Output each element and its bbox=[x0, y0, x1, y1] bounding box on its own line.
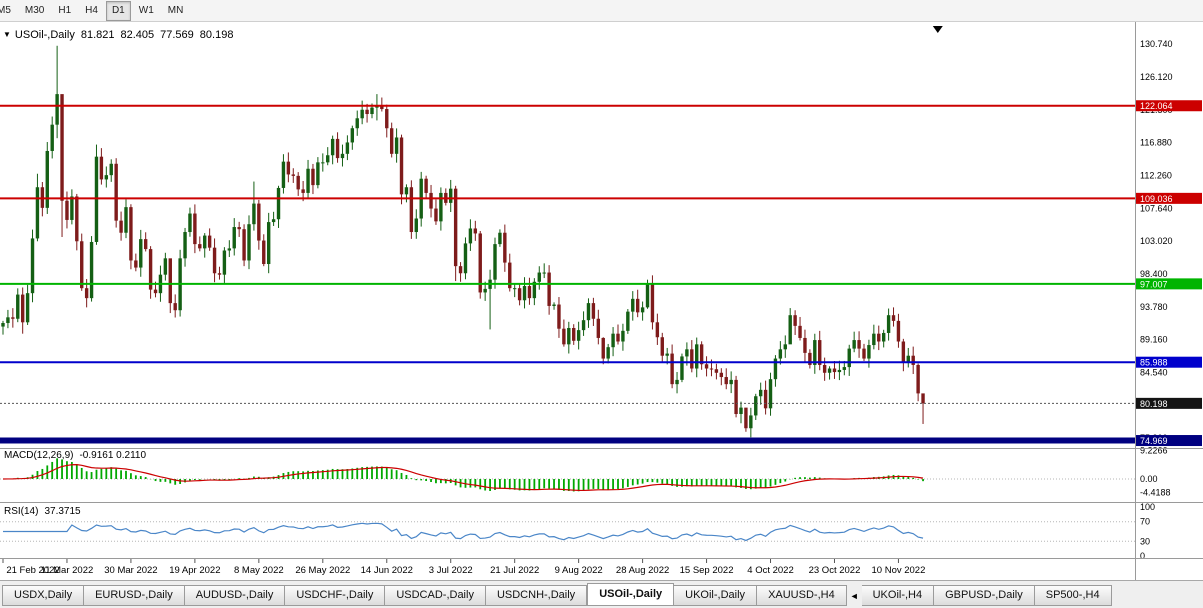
candles bbox=[1, 45, 925, 438]
svg-text:97.007: 97.007 bbox=[1140, 279, 1168, 289]
svg-text:84.540: 84.540 bbox=[1140, 367, 1168, 377]
price-badge-85.988: 85.988 bbox=[1136, 356, 1202, 368]
tab-gbpusd-daily[interactable]: GBPUSD-,Daily bbox=[934, 585, 1035, 606]
svg-text:10 Nov 2022: 10 Nov 2022 bbox=[872, 565, 926, 576]
tab-xauusd-h4[interactable]: XAUUSD-,H4 bbox=[757, 585, 847, 606]
timeframe-button-d1[interactable]: D1 bbox=[105, 0, 131, 21]
timeframe-toolbar: M5 M30 H1 H4 D1 W1 MN bbox=[0, 0, 1203, 22]
tab-usoil-daily[interactable]: USOil-,Daily bbox=[587, 583, 675, 606]
timeframe-button-m30[interactable]: M30 bbox=[24, 4, 45, 16]
svg-text:100: 100 bbox=[1140, 502, 1155, 512]
timeframe-button-h4[interactable]: H4 bbox=[85, 4, 98, 16]
chart-canvas[interactable]: 75.30079.92084.54089.16093.78098.400103.… bbox=[0, 22, 1203, 580]
svg-text:122.064: 122.064 bbox=[1140, 101, 1173, 111]
svg-text:0: 0 bbox=[1140, 551, 1145, 561]
svg-text:11 Mar 2022: 11 Mar 2022 bbox=[41, 565, 94, 576]
tab-usdchf-daily[interactable]: USDCHF-,Daily bbox=[285, 585, 386, 606]
svg-text:93.780: 93.780 bbox=[1140, 302, 1168, 312]
svg-text:107.640: 107.640 bbox=[1140, 203, 1173, 213]
tab-audusd-daily[interactable]: AUDUSD-,Daily bbox=[184, 585, 286, 606]
tab-ukoil-h4[interactable]: UKOil-,H4 bbox=[861, 585, 935, 606]
svg-text:4 Oct 2022: 4 Oct 2022 bbox=[747, 565, 793, 576]
tab-usdcnh-daily[interactable]: USDCNH-,Daily bbox=[485, 585, 588, 606]
svg-text:30 Mar 2022: 30 Mar 2022 bbox=[104, 565, 157, 576]
timeframe-button-w1[interactable]: W1 bbox=[138, 4, 154, 16]
price-badge-122.064: 122.064 bbox=[1136, 100, 1202, 112]
svg-text:23 Oct 2022: 23 Oct 2022 bbox=[809, 565, 861, 576]
bid-price-badge: 80.198 bbox=[1136, 397, 1202, 409]
timeframe-button-h1[interactable]: H1 bbox=[58, 4, 72, 16]
svg-text:-4.4188: -4.4188 bbox=[1140, 488, 1171, 498]
svg-text:8 May 2022: 8 May 2022 bbox=[234, 565, 284, 576]
svg-text:126.120: 126.120 bbox=[1140, 72, 1173, 82]
timeframe-button-mn[interactable]: MN bbox=[167, 4, 184, 16]
svg-text:14 Jun 2022: 14 Jun 2022 bbox=[361, 565, 413, 576]
svg-text:0.00: 0.00 bbox=[1140, 474, 1158, 484]
svg-text:30: 30 bbox=[1140, 536, 1150, 546]
svg-text:15 Sep 2022: 15 Sep 2022 bbox=[680, 565, 734, 576]
macd-pane bbox=[0, 458, 1135, 492]
svg-text:28 Aug 2022: 28 Aug 2022 bbox=[616, 565, 669, 576]
svg-text:130.740: 130.740 bbox=[1140, 39, 1173, 49]
rsi-line bbox=[3, 522, 924, 542]
svg-text:9.2266: 9.2266 bbox=[1140, 445, 1168, 455]
svg-text:21 Jul 2022: 21 Jul 2022 bbox=[490, 565, 539, 576]
svg-text:80.198: 80.198 bbox=[1140, 399, 1168, 409]
timeframe-button-m5[interactable]: M5 bbox=[0, 4, 11, 16]
timeframe-buttons: M5 M30 H1 H4 D1 W1 MN bbox=[0, 0, 190, 21]
svg-text:26 May 2022: 26 May 2022 bbox=[295, 565, 350, 576]
price-pane bbox=[0, 45, 1135, 444]
macd-signal-line bbox=[2, 464, 924, 492]
tab-eurusd-daily[interactable]: EURUSD-,Daily bbox=[84, 585, 185, 606]
svg-text:9 Aug 2022: 9 Aug 2022 bbox=[555, 565, 603, 576]
svg-text:89.160: 89.160 bbox=[1140, 335, 1168, 345]
tab-usdx-daily[interactable]: USDX,Daily bbox=[2, 585, 85, 606]
tab-usdcad-daily[interactable]: USDCAD-,Daily bbox=[385, 585, 486, 606]
svg-text:85.988: 85.988 bbox=[1140, 358, 1168, 368]
svg-text:70: 70 bbox=[1140, 517, 1150, 527]
price-badge-109.036: 109.036 bbox=[1136, 192, 1202, 204]
svg-text:3 Jul 2022: 3 Jul 2022 bbox=[429, 565, 473, 576]
svg-text:21 Feb 2022: 21 Feb 2022 bbox=[6, 565, 59, 576]
rsi-pane bbox=[0, 521, 1135, 542]
symbol-tab-bar: USDX,Daily EURUSD-,Daily AUDUSD-,Daily USDC… bbox=[0, 580, 1203, 608]
svg-text:103.020: 103.020 bbox=[1140, 236, 1173, 246]
price-badge-97.007: 97.007 bbox=[1136, 278, 1202, 290]
price-scale[interactable]: 75.30079.92084.54089.16093.78098.400103.… bbox=[1136, 39, 1202, 561]
svg-text:116.880: 116.880 bbox=[1140, 138, 1172, 148]
price-badge-74.969: 74.969 bbox=[1136, 435, 1202, 447]
tab-scroll-left-icon[interactable]: ◄ bbox=[849, 590, 859, 601]
svg-text:112.260: 112.260 bbox=[1140, 170, 1172, 180]
svg-text:109.036: 109.036 bbox=[1140, 194, 1173, 204]
tab-sp500-h4[interactable]: SP500-,H4 bbox=[1034, 585, 1112, 606]
tab-ukoil-daily[interactable]: UKOil-,Daily bbox=[674, 585, 758, 606]
svg-text:74.969: 74.969 bbox=[1140, 436, 1168, 446]
chart-shift-marker[interactable] bbox=[932, 26, 943, 33]
svg-text:98.400: 98.400 bbox=[1140, 269, 1168, 279]
svg-text:19 Apr 2022: 19 Apr 2022 bbox=[169, 565, 220, 576]
